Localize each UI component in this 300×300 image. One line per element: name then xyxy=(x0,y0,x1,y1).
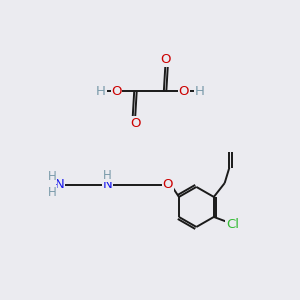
Text: O: O xyxy=(130,116,140,130)
Text: H: H xyxy=(48,186,57,199)
Text: N: N xyxy=(54,178,64,191)
Text: H: H xyxy=(48,170,57,183)
Text: O: O xyxy=(163,178,173,191)
Text: H: H xyxy=(96,85,106,98)
Text: O: O xyxy=(111,85,122,98)
Text: N: N xyxy=(102,178,112,191)
Text: O: O xyxy=(179,85,189,98)
Text: Cl: Cl xyxy=(226,218,239,231)
Text: H: H xyxy=(103,169,112,182)
Text: O: O xyxy=(160,53,171,66)
Text: H: H xyxy=(194,85,204,98)
